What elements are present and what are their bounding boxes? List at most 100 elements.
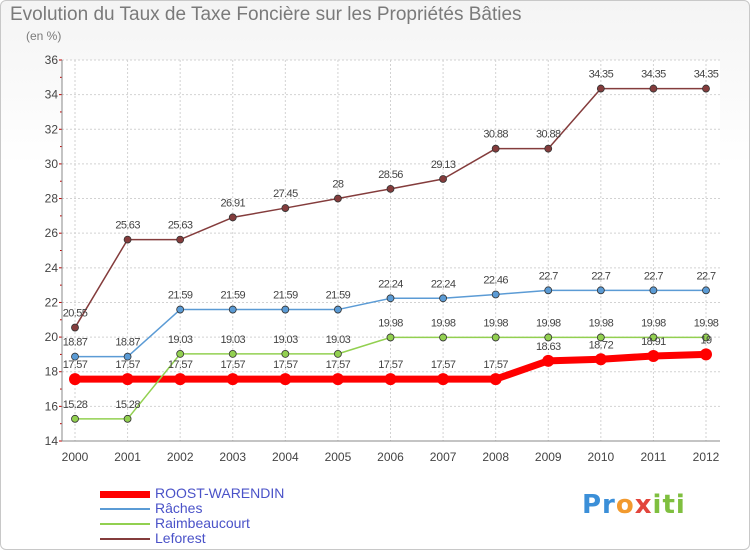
chart-subtitle: (en %) <box>26 29 62 43</box>
data-label: 25.63 <box>168 220 193 232</box>
x-tick-label: 2000 <box>62 450 89 464</box>
data-label: 19 <box>700 334 712 346</box>
data-label: 19.98 <box>483 317 508 329</box>
data-point <box>71 414 79 423</box>
data-point <box>279 373 292 386</box>
data-point <box>334 349 342 358</box>
data-point <box>228 349 237 358</box>
data-point <box>594 353 607 366</box>
data-label: 17.57 <box>63 359 88 371</box>
y-tick-label: 34 <box>45 88 59 102</box>
data-label: 17.57 <box>378 359 403 371</box>
data-point <box>702 84 710 93</box>
data-point <box>281 305 290 314</box>
data-label: 15.28 <box>115 399 140 411</box>
data-label: 27.45 <box>273 188 298 200</box>
data-label: 19.98 <box>589 317 614 329</box>
data-label: 21.59 <box>220 290 245 302</box>
chart-title: Evolution du Taux de Taxe Foncière sur l… <box>10 4 522 25</box>
data-label: 19.98 <box>431 317 456 329</box>
data-label: 18.87 <box>115 337 140 349</box>
data-label: 30.88 <box>536 129 561 141</box>
data-point <box>71 323 79 332</box>
x-tick-label: 2007 <box>430 450 457 464</box>
data-point <box>174 373 187 386</box>
data-label: 19.98 <box>378 317 403 329</box>
data-label: 17.57 <box>483 359 508 371</box>
y-tick-label: 26 <box>45 226 59 240</box>
data-point <box>544 144 553 153</box>
data-label: 18.91 <box>641 336 666 348</box>
data-point <box>700 348 712 361</box>
legend-label: Leforest <box>155 530 206 546</box>
legend-label: Râches <box>155 500 203 516</box>
data-point <box>386 333 395 342</box>
data-point <box>281 349 290 358</box>
data-label: 26.91 <box>220 197 245 209</box>
data-label: 19.98 <box>694 317 719 329</box>
data-point <box>542 354 555 367</box>
data-point <box>334 194 342 203</box>
data-label: 17.57 <box>115 359 140 371</box>
logo-part: Pr <box>582 490 616 520</box>
data-label: 19.03 <box>220 334 245 346</box>
legend-swatch <box>100 508 150 510</box>
data-point <box>544 286 553 295</box>
data-label: 22.46 <box>483 274 508 286</box>
data-label: 34.35 <box>694 69 719 81</box>
data-label: 22.7 <box>591 270 610 282</box>
y-tick-label: 36 <box>45 53 59 67</box>
data-point <box>491 144 500 153</box>
y-tick-label: 24 <box>45 261 59 275</box>
logo-part: x <box>634 490 653 520</box>
x-tick-label: 2010 <box>587 450 614 464</box>
data-label: 17.57 <box>431 359 456 371</box>
data-label: 22.7 <box>539 270 558 282</box>
data-label: 18.72 <box>589 339 614 351</box>
x-tick-label: 2001 <box>114 450 141 464</box>
x-tick-label: 2005 <box>325 450 352 464</box>
data-point <box>386 294 395 303</box>
x-tick-label: 2003 <box>219 450 246 464</box>
line-chart: 14 16 18 20 22 24 26 28 30 32 34 36 2000 2001 2002 2003… <box>45 53 720 464</box>
y-tick-label: 14 <box>45 434 59 448</box>
data-label: 22.7 <box>696 270 715 282</box>
data-label: 30.88 <box>483 129 508 141</box>
y-tick-label: 20 <box>45 330 59 344</box>
data-point <box>384 373 397 386</box>
data-point <box>596 84 605 93</box>
data-point <box>228 213 237 222</box>
y-tick-label: 22 <box>45 295 59 309</box>
data-point <box>71 352 79 361</box>
data-point <box>69 373 81 386</box>
data-point <box>176 349 185 358</box>
x-tick-label: 2004 <box>272 450 299 464</box>
data-point <box>491 290 500 299</box>
data-label: 19.98 <box>536 317 561 329</box>
data-label: 22.24 <box>378 278 403 290</box>
data-label: 22.24 <box>431 278 456 290</box>
legend-swatch <box>100 490 150 498</box>
data-point <box>386 184 395 193</box>
x-tick-label: 2009 <box>535 450 562 464</box>
data-point <box>647 349 660 362</box>
legend-swatch <box>100 538 150 540</box>
data-label: 21.59 <box>326 290 351 302</box>
data-point <box>649 286 658 295</box>
data-point <box>649 84 658 93</box>
data-point <box>437 373 450 386</box>
data-point <box>176 305 185 314</box>
logo-part: iti <box>652 490 686 520</box>
data-label: 21.59 <box>273 290 298 302</box>
data-point <box>439 294 447 303</box>
y-tick-label: 18 <box>45 365 59 379</box>
data-label: 18.87 <box>63 337 88 349</box>
data-point <box>226 373 239 386</box>
data-point <box>702 286 710 295</box>
proxiti-logo: Proxiti <box>582 490 686 520</box>
data-label: 25.63 <box>115 220 140 232</box>
data-point <box>702 333 710 342</box>
data-point <box>649 333 658 342</box>
data-point <box>176 235 185 244</box>
x-tick-label: 2002 <box>167 450 194 464</box>
